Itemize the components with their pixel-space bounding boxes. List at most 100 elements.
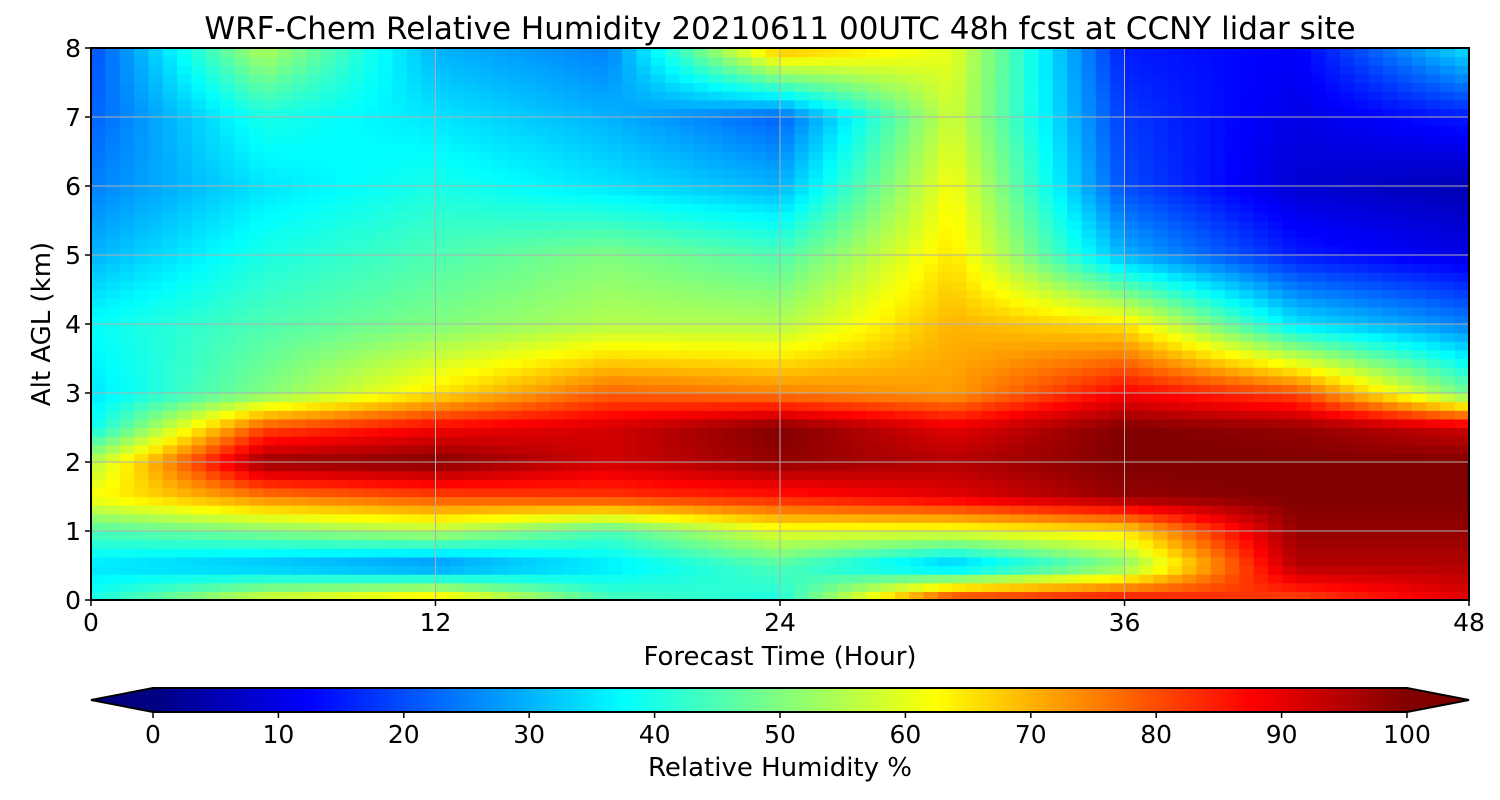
heatmap-cell	[105, 246, 121, 256]
heatmap-cell	[1239, 211, 1255, 222]
heatmap-cell	[421, 280, 437, 291]
heatmap-cell	[1138, 229, 1154, 239]
heatmap-cell	[392, 246, 408, 256]
heatmap-cell	[277, 453, 293, 463]
heatmap-cell	[736, 349, 752, 360]
chart-title: WRF-Chem Relative Humidity 20210611 00UT…	[204, 11, 1355, 47]
heatmap-cell	[1425, 393, 1441, 403]
heatmap-cell	[363, 375, 379, 385]
heatmap-cell	[966, 401, 982, 411]
heatmap-cell	[995, 418, 1011, 429]
heatmap-cell	[1454, 522, 1470, 532]
heatmap-cell	[593, 168, 609, 178]
heatmap-cell	[205, 556, 221, 567]
heatmap-cell	[780, 315, 795, 325]
heatmap-cell	[636, 565, 652, 575]
heatmap-cell	[134, 220, 150, 230]
heatmap-cell	[220, 548, 236, 558]
heatmap-cell	[593, 151, 609, 161]
heatmap-cell	[1268, 539, 1283, 549]
heatmap-cell	[622, 306, 638, 316]
heatmap-cell	[736, 531, 752, 541]
heatmap-cell	[1052, 574, 1068, 584]
heatmap-cell	[378, 315, 394, 325]
heatmap-cell	[622, 332, 638, 342]
heatmap-cell	[421, 211, 437, 222]
heatmap-cell	[880, 565, 896, 575]
heatmap-cell	[708, 505, 724, 515]
heatmap-cell	[650, 479, 666, 489]
heatmap-cell	[320, 410, 336, 420]
heatmap-cell	[1110, 349, 1126, 360]
heatmap-cell	[1382, 306, 1398, 316]
heatmap-cell	[1411, 539, 1427, 549]
heatmap-cell	[535, 160, 551, 170]
heatmap-cell	[1296, 349, 1312, 360]
heatmap-cell	[248, 194, 264, 204]
heatmap-cell	[607, 418, 623, 429]
heatmap-cell	[894, 358, 910, 368]
heatmap-cell	[1411, 556, 1427, 567]
heatmap-cell	[736, 324, 752, 334]
heatmap-cell	[1325, 151, 1341, 161]
heatmap-cell	[1210, 229, 1226, 239]
heatmap-cell	[966, 237, 982, 247]
heatmap-cell	[406, 315, 422, 325]
heatmap-cell	[363, 211, 379, 222]
heatmap-cell	[1224, 531, 1240, 541]
heatmap-cell	[320, 332, 336, 342]
heatmap-cell	[1339, 582, 1355, 592]
heatmap-cell	[1282, 556, 1298, 567]
heatmap-cell	[1038, 229, 1054, 239]
heatmap-cell	[966, 496, 982, 506]
heatmap-cell	[177, 384, 193, 394]
heatmap-cell	[866, 186, 882, 196]
heatmap-cell	[1210, 436, 1226, 446]
heatmap-cell	[1253, 298, 1269, 308]
heatmap-cell	[995, 393, 1011, 403]
heatmap-cell	[1167, 410, 1183, 420]
heatmap-cell	[1425, 280, 1441, 291]
heatmap-cell	[1009, 410, 1025, 420]
heatmap-cell	[363, 220, 379, 230]
heatmap-cell	[1138, 349, 1154, 360]
heatmap-cell	[1354, 237, 1370, 247]
heatmap-cell	[134, 211, 150, 222]
heatmap-cell	[679, 436, 695, 446]
heatmap-cell	[1440, 280, 1456, 291]
heatmap-cell	[1196, 418, 1212, 429]
heatmap-cell	[134, 367, 150, 377]
heatmap-cell	[980, 436, 996, 446]
heatmap-cell	[392, 401, 408, 411]
heatmap-cell	[736, 453, 752, 463]
heatmap-cell	[866, 384, 882, 394]
heatmap-cell	[923, 582, 939, 592]
heatmap-cell	[421, 246, 437, 256]
heatmap-cell	[966, 522, 982, 532]
heatmap-cell	[579, 186, 594, 196]
heatmap-cell	[995, 375, 1011, 385]
heatmap-cell	[1210, 591, 1226, 601]
heatmap-cell	[1397, 349, 1413, 360]
heatmap-cell	[478, 410, 494, 420]
heatmap-cell	[1282, 220, 1298, 230]
heatmap-cell	[91, 427, 106, 437]
heatmap-cell	[162, 289, 178, 299]
heatmap-cell	[378, 479, 394, 489]
heatmap-cell	[1368, 237, 1384, 247]
heatmap-cell	[980, 556, 996, 567]
heatmap-cell	[650, 203, 666, 213]
heatmap-cell	[162, 367, 178, 377]
heatmap-cell	[363, 186, 379, 196]
heatmap-cell	[320, 289, 336, 299]
heatmap-cell	[1382, 393, 1398, 403]
heatmap-cell	[1382, 358, 1398, 368]
heatmap-cell	[191, 556, 207, 567]
heatmap-cell	[1009, 220, 1025, 230]
heatmap-cell	[507, 298, 523, 308]
heatmap-cell	[622, 470, 638, 480]
heatmap-cell	[478, 255, 494, 265]
heatmap-cell	[492, 401, 508, 411]
heatmap-cell	[564, 272, 580, 282]
heatmap-cell	[1368, 324, 1384, 334]
